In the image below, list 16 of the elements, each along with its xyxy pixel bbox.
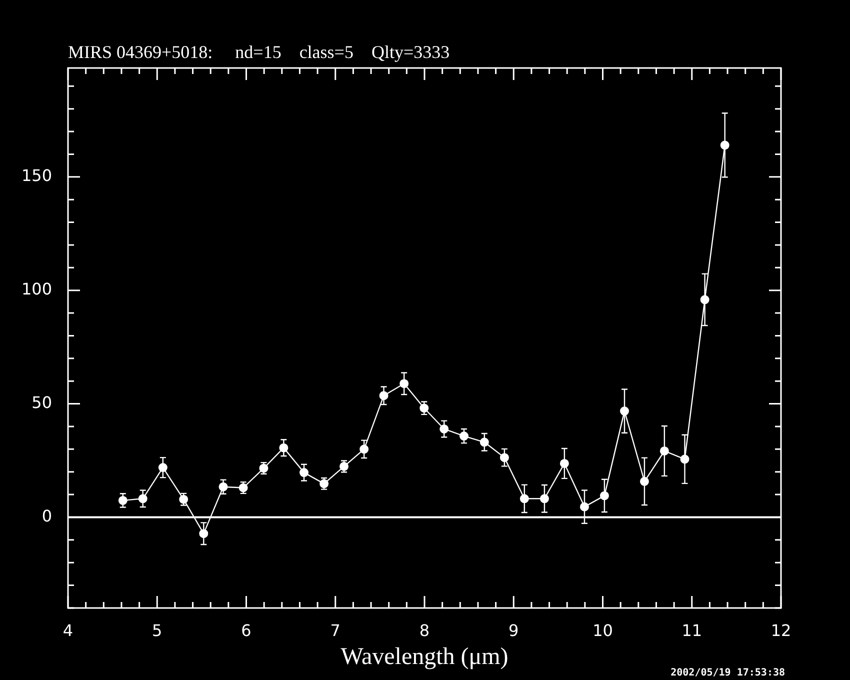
y-tick-label: 150	[21, 166, 52, 186]
y-tick-label: 100	[21, 280, 52, 299]
x-tick-label: 8	[419, 620, 430, 640]
y-tick-label: 50	[32, 392, 52, 412]
x-axis-title: Wavelength (μm)	[340, 644, 508, 670]
x-tick-label: 4	[62, 620, 74, 640]
x-tick-label: 11	[682, 620, 702, 640]
chart-title: MIRS 04369+5018: nd=15 class=5 Qlty=3333	[68, 42, 450, 62]
x-tick-label: 5	[152, 620, 162, 640]
x-tick-label: 10	[592, 620, 613, 640]
x-tick-label: 6	[241, 620, 252, 640]
text: 2002/05/19 17:53:38	[670, 668, 785, 679]
x-tick-label: 12	[770, 620, 792, 640]
x-tick-label: 9	[508, 620, 519, 640]
x-tick-label: 7	[330, 620, 340, 640]
y-tick-label: 0	[42, 506, 52, 526]
